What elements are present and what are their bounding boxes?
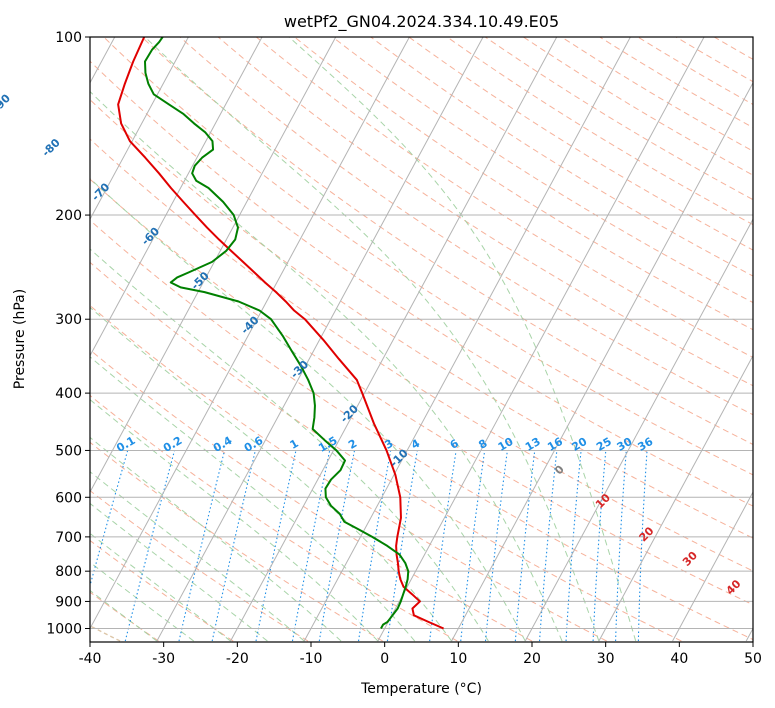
dry-adiabat: [90, 349, 533, 642]
moist-adiabat: [90, 306, 452, 642]
mixing-ratio-line: [514, 450, 536, 642]
isotherm-line: [303, 37, 631, 642]
isotherm-line: [377, 37, 705, 642]
mixing-ratio-line: [484, 450, 508, 642]
dry-adiabat: [90, 539, 234, 642]
x-tick-label: 40: [670, 651, 688, 667]
y-tick-label: 100: [55, 30, 82, 46]
x-axis-label: Temperature (°C): [360, 681, 482, 697]
dry-adiabat: [90, 304, 607, 642]
dry-adiabat: [90, 60, 753, 507]
plot-frame: [89, 36, 754, 643]
moist-adiabat: [90, 90, 563, 642]
mixing-ratio-line: [178, 450, 226, 642]
isotherm-line: [672, 491, 753, 642]
isotherm-line: [90, 37, 337, 494]
y-tick-label: 900: [55, 594, 82, 610]
x-tick-label: 30: [597, 651, 615, 667]
x-tick-label: 0: [380, 651, 389, 667]
x-tick-label: -40: [79, 651, 102, 667]
y-tick-label: 800: [55, 564, 82, 580]
mixing-ratio-line: [211, 450, 256, 642]
temperature-profile-line: [117, 37, 444, 630]
isotherm-line: [156, 37, 484, 642]
mixing-ratio-line: [460, 450, 486, 642]
mixing-ratio-line: [357, 450, 392, 642]
moist-adiabat: [90, 436, 342, 642]
y-axis-label: Pressure (hPa): [12, 289, 28, 389]
dry-adiabat: [90, 138, 753, 572]
isotherm-line: [90, 37, 189, 221]
dewpoint-profile-line: [143, 37, 410, 629]
moist-adiabat: [144, 37, 600, 642]
isotherm-line: [598, 354, 753, 642]
chart-title: wetPf2_GN04.2024.334.10.49.E05: [284, 12, 559, 32]
x-tick-label: -30: [152, 651, 175, 667]
y-tick-label: 300: [55, 312, 82, 328]
y-tick-label: 400: [55, 386, 82, 402]
x-tick-label: -10: [300, 651, 323, 667]
y-tick-label: 700: [55, 530, 82, 546]
dry-adiabat: [293, 37, 753, 331]
x-tick-label: 20: [523, 651, 541, 667]
isotherm-line: [90, 37, 410, 630]
x-tick-label: -20: [226, 651, 249, 667]
dry-adiabat: [90, 441, 383, 642]
dry-adiabat: [255, 37, 753, 358]
dry-adiabat: [90, 591, 159, 642]
dry-adiabat: [141, 37, 753, 446]
mixing-ratio-line: [90, 450, 129, 588]
moist-adiabat: [90, 356, 416, 642]
isotherm-line: [230, 37, 558, 642]
moist-adiabat: [288, 37, 637, 642]
x-tick-label: 10: [449, 651, 467, 667]
isotherm-line: [524, 218, 753, 642]
y-tick-label: 200: [55, 208, 82, 224]
isotherm-line: [90, 37, 263, 357]
y-tick-label: 600: [55, 490, 82, 506]
isotherm-line: [451, 81, 753, 642]
x-tick-label: 50: [744, 651, 762, 667]
moist-adiabat: [90, 398, 379, 642]
mixing-ratio-line: [386, 450, 418, 642]
moist-adiabat: [90, 177, 526, 642]
mixing-ratio-line: [429, 450, 457, 642]
dry-adiabat: [90, 219, 753, 641]
dry-adiabat: [90, 394, 458, 642]
y-tick-label: 500: [55, 443, 82, 459]
y-tick-label: 1000: [46, 622, 82, 638]
moist-adiabat: [90, 248, 489, 642]
